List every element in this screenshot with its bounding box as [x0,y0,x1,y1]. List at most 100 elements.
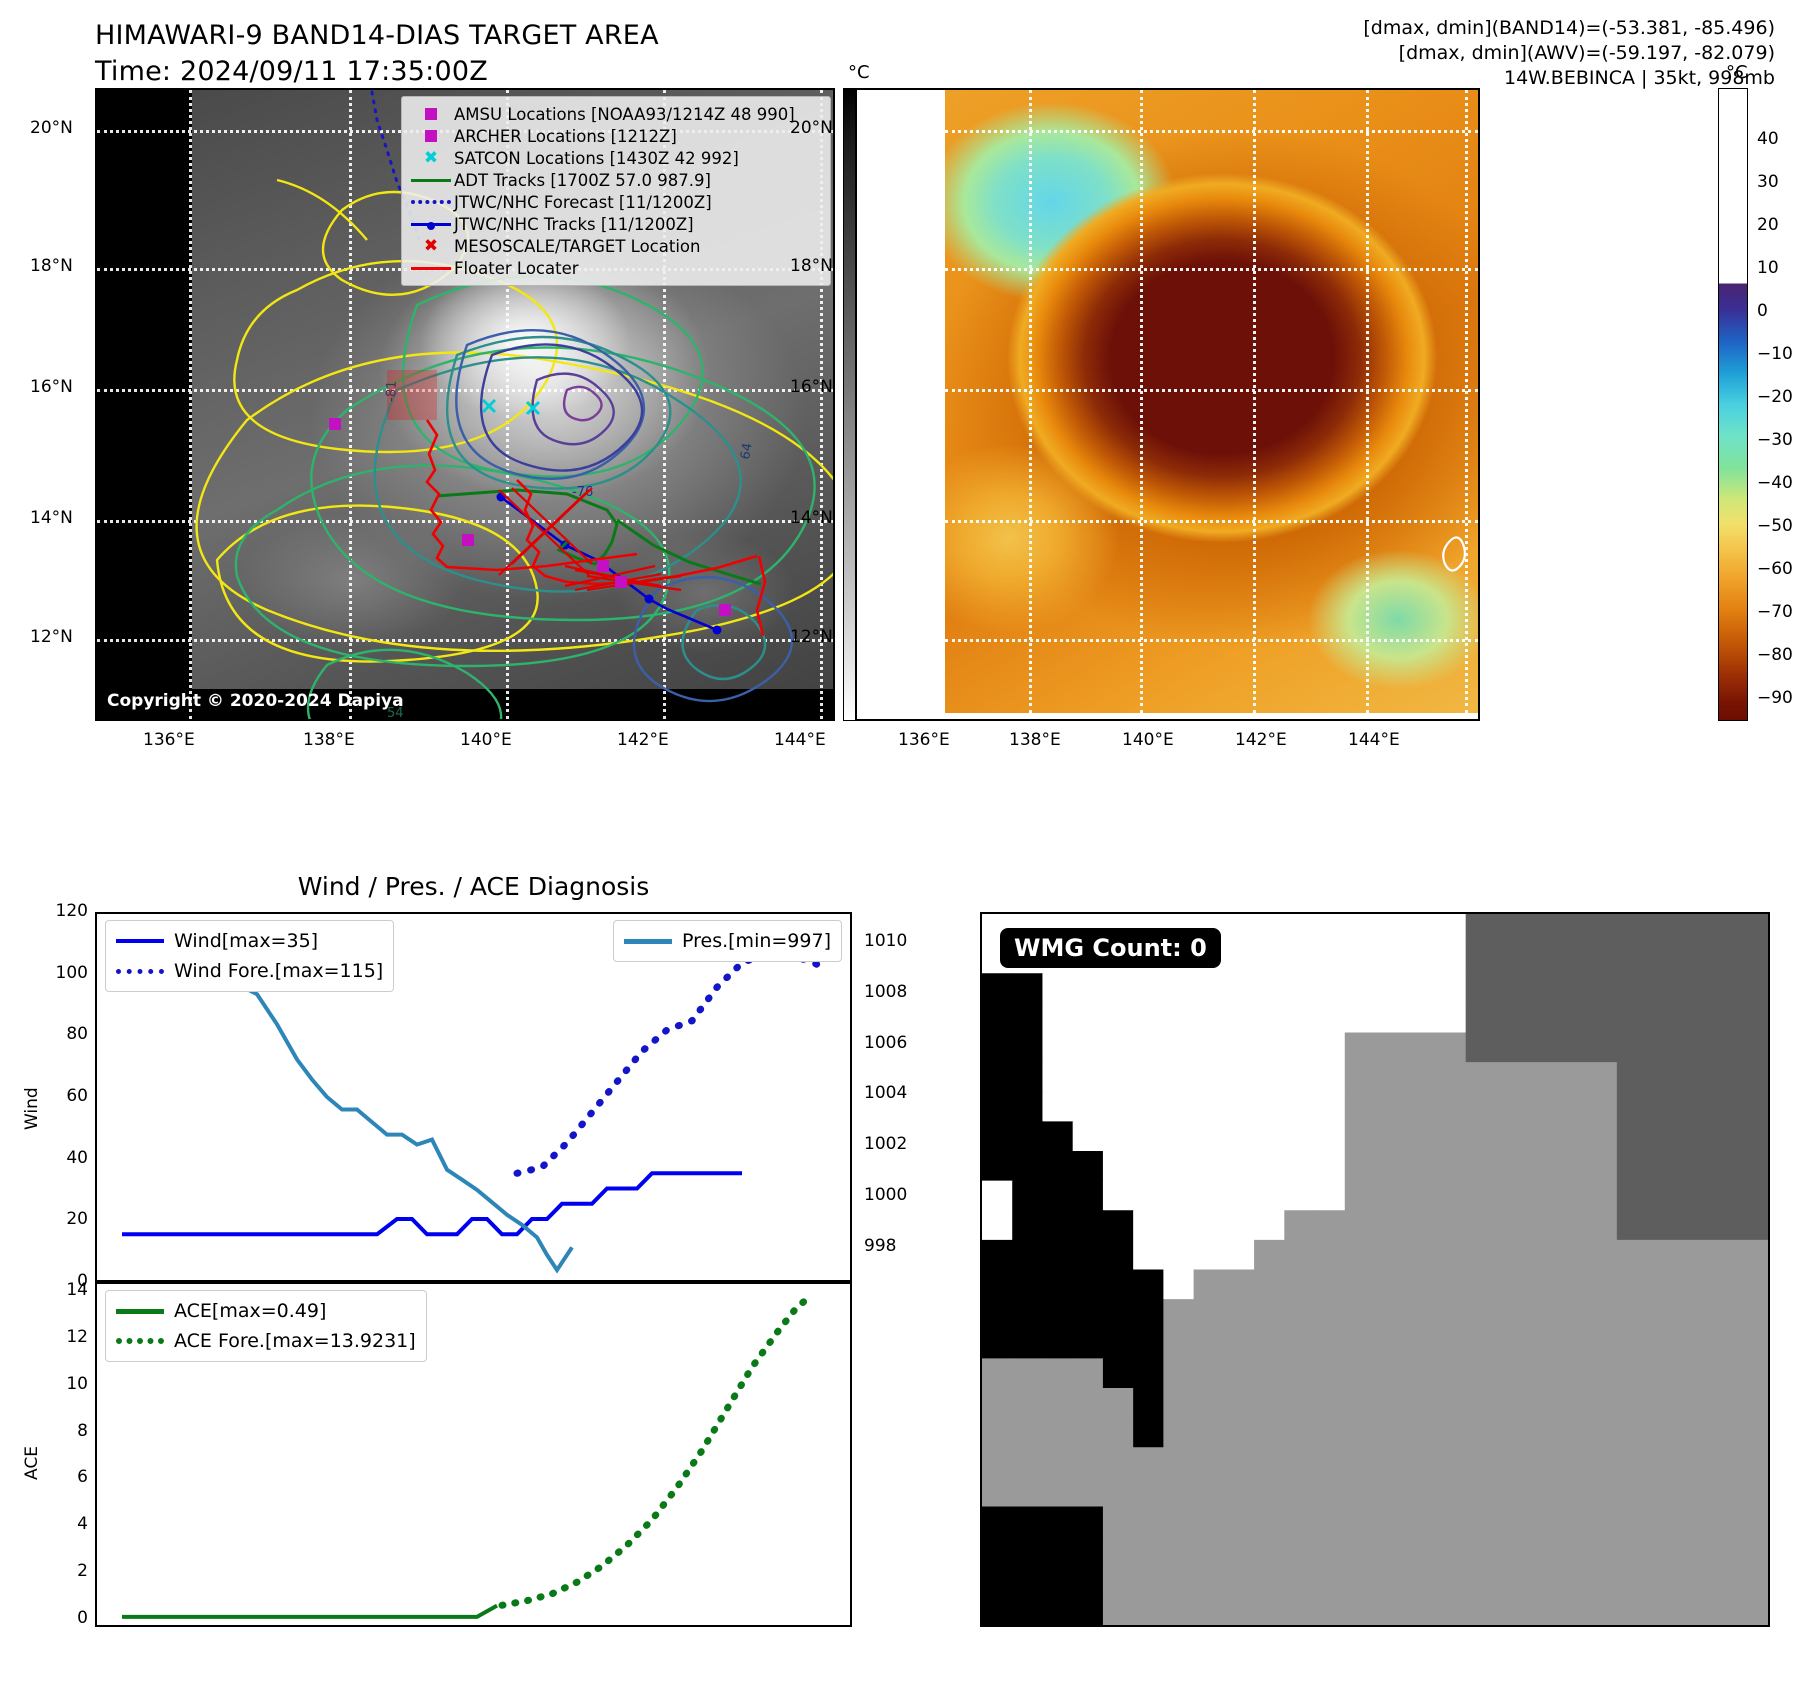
wmg-cell [1072,1091,1104,1122]
wmg-cell [1707,1595,1739,1625]
satellite-legend[interactable]: AMSU Locations [NOAA93/1214Z 48 990] ARC… [401,96,831,286]
wmg-cell [1072,1417,1104,1448]
wmg-cell [1435,1091,1467,1122]
wmg-cell [1102,1180,1134,1211]
wmg-cell [1647,1328,1678,1359]
wmg-cell [1254,1476,1285,1508]
wmg-cell [1314,1121,1346,1152]
wmg-cell [1133,1269,1164,1300]
wmg-cell [1647,1565,1678,1596]
wmg-cell [1223,943,1255,974]
wmg-cell [1042,1358,1074,1389]
wmg-cell [1616,1358,1648,1389]
wmg-cell [1133,1002,1164,1034]
wmg-cell [1526,1388,1557,1419]
wmg-cell [1344,1447,1376,1478]
wmg-cell [1586,1417,1618,1448]
copyright-text: Copyright © 2020-2024 Dapiya [107,691,404,711]
target-box [387,370,437,420]
wmg-cell [1133,1121,1164,1152]
wmg-cell [1344,1506,1376,1537]
wmg-cell [1495,1506,1527,1537]
wmg-cell [1435,1506,1467,1537]
wmg-cell [1375,1062,1406,1093]
wmg-cell [1042,1151,1074,1182]
wmg-cell [1012,1032,1044,1063]
wmg-cell [1133,973,1164,1004]
wmg-cell [1677,1536,1709,1567]
satcon-markers [481,398,541,416]
wmg-cell [1435,973,1467,1004]
legend-label: ACE Fore.[max=13.9231] [174,1330,416,1352]
image-void-bottom [97,689,833,719]
wmg-count-badge: WMG Count: 0 [1000,928,1221,968]
wmg-cell [1737,943,1768,974]
satellite-band14-panel[interactable]: -81 64 -76 54 [95,88,835,721]
wmg-cell [1405,1299,1437,1330]
wmg-cell [1193,1210,1225,1241]
wmg-cell [1737,1565,1768,1596]
wmg-cell [1707,1506,1739,1537]
wmg-classification-panel[interactable]: WMG Count: 0 [980,912,1770,1627]
wmg-cell [1223,1032,1255,1063]
wmg-cell [1163,1595,1195,1625]
pressure-legend[interactable]: Pres.[min=997] [613,920,842,962]
wmg-cell [1102,1358,1134,1389]
wmg-cell [1133,1239,1164,1271]
wmg-cell [1677,1388,1709,1419]
wmg-cell [1435,1032,1467,1063]
awv-xtick-140E: 140°E [1122,730,1174,750]
wmg-cell [1012,1506,1044,1537]
wmg-cell [1254,1565,1285,1596]
wmg-cell [1072,1595,1104,1625]
gridline-138E [349,90,352,719]
wmg-cell [1586,1328,1618,1359]
wmg-cell [1435,1417,1467,1448]
wmg-cell [1193,1091,1225,1122]
wmg-cell [1435,1121,1467,1152]
wmg-cell [1163,1506,1195,1537]
wmg-cell [1616,1121,1648,1152]
wmg-cell [1677,914,1709,945]
wmg-cell [1435,1299,1467,1330]
wmg-cell [1677,1062,1709,1093]
ace-legend[interactable]: ACE[max=0.49] ACE Fore.[max=13.9231] [105,1290,427,1362]
wmg-cell [1586,1388,1618,1419]
wmg-cell [1254,1180,1285,1211]
colorbar-tick: −90 [1757,688,1793,709]
wmg-cell [1314,1151,1346,1182]
wmg-cell [1133,1595,1164,1625]
wmg-cell [1375,914,1406,945]
wmg-cell [1314,1565,1346,1596]
wmg-cell [1526,1328,1557,1359]
ace-chart[interactable]: ACE[max=0.49] ACE Fore.[max=13.9231] [95,1282,852,1627]
wmg-cell [1254,1447,1285,1478]
axis-tick: 0 [77,1607,88,1628]
wmg-cell [1042,1180,1074,1211]
wmg-cell [1072,1121,1104,1152]
wmg-cell [1012,1091,1044,1122]
sat-xtick-144E: 144°E [774,730,826,750]
wmg-cell [1072,1180,1104,1211]
legend-label: Wind Fore.[max=115] [174,960,384,982]
colorbar-tick: 10 [1757,257,1779,278]
awv-panel[interactable] [855,88,1480,721]
wmg-cell [1586,1536,1618,1567]
wmg-cell [1042,1299,1074,1330]
wmg-cell [1405,1239,1437,1271]
wmg-cell [1737,1476,1768,1508]
axis-tick: 998 [864,1235,897,1256]
wmg-cell [1737,1032,1768,1063]
gridline-140E [506,90,509,719]
wmg-cell [982,1358,1013,1389]
wmg-cell [1314,1239,1346,1271]
wmg-cell [1707,1565,1739,1596]
wmg-cell [1042,1447,1074,1478]
wind-pressure-chart[interactable]: Wind[max=35] Wind Fore.[max=115] Pres.[m… [95,912,852,1282]
wmg-cell [1556,1328,1588,1359]
wmg-cell [1465,1210,1497,1241]
wind-legend[interactable]: Wind[max=35] Wind Fore.[max=115] [105,920,395,992]
wmg-cell [1707,1536,1739,1567]
wmg-cell [1586,1151,1618,1182]
wmg-cell [1375,1388,1406,1419]
